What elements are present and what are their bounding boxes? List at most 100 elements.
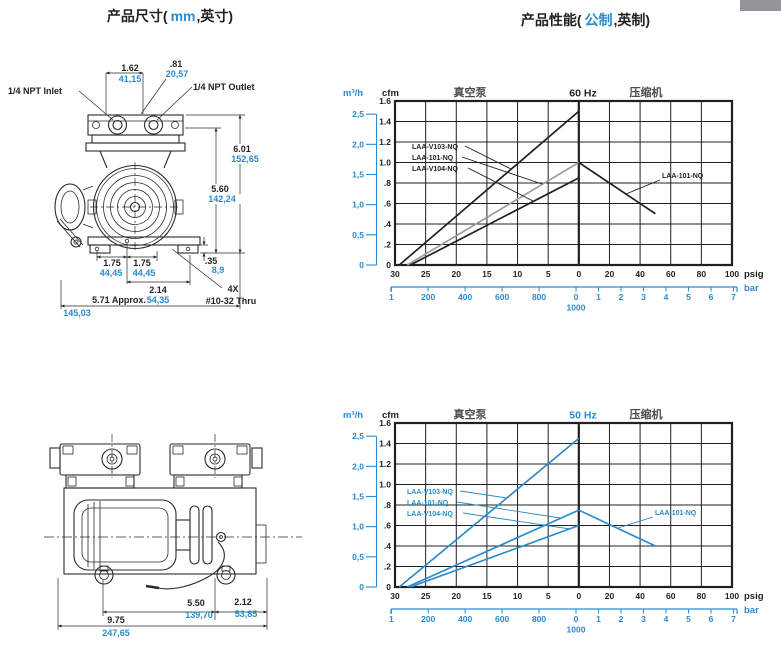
front-view-dimension-lines <box>60 71 245 309</box>
page-corner-bar <box>740 0 781 11</box>
dim-outlet-offset-mm: 20,57 <box>166 69 189 79</box>
x-pressure-tick: 80 <box>697 591 707 601</box>
series-leader-LAA-101-NQ <box>625 179 661 195</box>
y-m3h-tick: 2,5 <box>352 431 364 441</box>
y-m3h-tick: 1,5 <box>352 170 364 180</box>
x-bar-tick: 7 <box>731 292 736 302</box>
series-line-LAA-101-NQ <box>578 161 656 215</box>
dimensions-title-metric-unit: mm <box>170 8 196 24</box>
x-pressure-tick: 40 <box>635 591 645 601</box>
x-mbar-tick: 800 <box>532 292 546 302</box>
y-cfm-tick: 1.4 <box>379 117 391 127</box>
dim-head-in: 2.12 <box>234 597 252 607</box>
x-bar-tick: 4 <box>664 614 669 624</box>
x-mbar-subtick: 1000 <box>567 625 586 635</box>
y-m3h-tick: 2,5 <box>352 109 364 119</box>
x-vacuum-tick: 0 <box>576 269 581 279</box>
dim-foot-right-mm: 44,45 <box>133 268 156 278</box>
x-mbar-tick: 400 <box>458 614 472 624</box>
dim-foot-left-in: 1.75 <box>103 258 121 268</box>
y-cfm-tick: 1.6 <box>379 96 391 106</box>
x-pressure-unit: psig <box>744 269 764 280</box>
dim-foot-right-in: 1.75 <box>133 258 151 268</box>
y-cfm-tick: 1.2 <box>379 459 391 469</box>
x-bar-tick: 2 <box>619 614 624 624</box>
y-cfm-tick: .8 <box>384 500 391 510</box>
y-cfm-tick: .4 <box>384 219 391 229</box>
x-pressure-tick: 40 <box>635 269 645 279</box>
y-m3h-tick: 0 <box>359 582 364 592</box>
series-label-LAA-101-NQ: LAA-101-NQ <box>662 173 704 180</box>
y-cfm-tick: 0 <box>386 260 391 270</box>
x-vacuum-tick: 10 <box>513 591 523 601</box>
vacuum-section-label: 真空泵 <box>454 407 487 421</box>
x-mbar-tick: 0 <box>574 292 579 302</box>
dim-motor-mm: 139,70 <box>185 610 213 620</box>
pump-front-outline <box>54 114 201 254</box>
x-bar-tick: 5 <box>686 292 691 302</box>
plot-border <box>393 421 734 589</box>
series-label-LAA-101-NQ: LAA-101-NQ <box>412 155 454 162</box>
dim-overall-in: 9.75 <box>107 615 125 625</box>
dimensions-title-suffix: ,英寸) <box>196 8 234 24</box>
y-m3h-tick: 2,0 <box>352 461 364 471</box>
y-cfm-tick: 0 <box>386 582 391 592</box>
x-mbar-tick: 1 <box>389 614 394 624</box>
x-bar-tick: 6 <box>709 614 714 624</box>
x-mbar-tick: 600 <box>495 292 509 302</box>
y-m3h-tick: 0,5 <box>352 230 364 240</box>
dim-text-backing <box>205 184 235 194</box>
pump-top-outline <box>44 434 302 590</box>
frequency-label: 50 Hz <box>569 410 596 422</box>
series-line-LAA-101-NQ <box>406 161 580 266</box>
dim-hole-span-mm: 54,35 <box>147 295 170 305</box>
dim-width-overall-mm: 145,03 <box>63 308 91 318</box>
performance-title-metric-unit: 公制 <box>584 12 613 28</box>
performance-title-suffix: ,英制) <box>613 12 651 28</box>
dim-outlet-offset-in: .81 <box>170 59 183 69</box>
x-vacuum-tick: 5 <box>546 269 551 279</box>
top-view-dimension-lines <box>57 578 268 630</box>
frequency-label: 60 Hz <box>569 88 596 100</box>
vacuum-section-label: 真空泵 <box>454 85 487 99</box>
x-mbar-tick: 200 <box>421 614 435 624</box>
x-vacuum-tick: 30 <box>390 269 400 279</box>
x-vacuum-tick: 30 <box>390 591 400 601</box>
y-imperial-unit: cfm <box>382 410 399 421</box>
x-vacuum-tick: 25 <box>421 591 431 601</box>
y-m3h-tick: 1,5 <box>352 492 364 502</box>
series-label-LAA-V103-NQ: LAA-V103-NQ <box>412 144 458 151</box>
x-mbar-tick: 1 <box>389 292 394 302</box>
y-m3h-tick: 0 <box>359 260 364 270</box>
y-m3h-tick: 1,0 <box>352 200 364 210</box>
y-cfm-tick: .2 <box>384 240 391 250</box>
performance-title-prefix: 产品性能( <box>520 12 582 28</box>
series-label-LAA-101-NQ: LAA-101-NQ <box>407 500 449 507</box>
series-line-LAA-V104-NQ <box>409 177 580 266</box>
plot-border <box>393 99 734 267</box>
series-leader-LAA-101-NQ <box>461 156 543 185</box>
x-bar-tick: 6 <box>709 292 714 302</box>
series-label-LAA-V104-NQ: LAA-V104-NQ <box>407 511 453 518</box>
dim-motor-in: 5.50 <box>187 598 205 608</box>
x-mbar-tick: 0 <box>574 614 579 624</box>
series-label-LAA-V103-NQ: LAA-V103-NQ <box>407 489 453 496</box>
compressor-section-label: 压缩机 <box>630 85 663 99</box>
series-label-LAA-101-NQ: LAA-101-NQ <box>655 510 697 517</box>
y-cfm-tick: .4 <box>384 541 391 551</box>
y-imperial-unit: cfm <box>382 88 399 99</box>
x-bar-tick: 1 <box>596 614 601 624</box>
x-bar-tick: 3 <box>641 614 646 624</box>
dim-height-port-in: 5.60 <box>211 184 229 194</box>
dimensions-title: 产品尺寸(mm,英寸) <box>0 6 340 26</box>
x-pressure-unit: psig <box>744 591 764 602</box>
y-cfm-tick: .2 <box>384 562 391 572</box>
x-pressure-tick: 20 <box>605 269 615 279</box>
dimensions-title-prefix: 产品尺寸( <box>106 8 168 24</box>
x-bar-tick: 7 <box>731 614 736 624</box>
dim-head-mm: 53,85 <box>235 609 258 619</box>
x-pressure-tick: 60 <box>666 269 676 279</box>
y-cfm-tick: 1.0 <box>379 158 391 168</box>
y-cfm-tick: .8 <box>384 178 391 188</box>
